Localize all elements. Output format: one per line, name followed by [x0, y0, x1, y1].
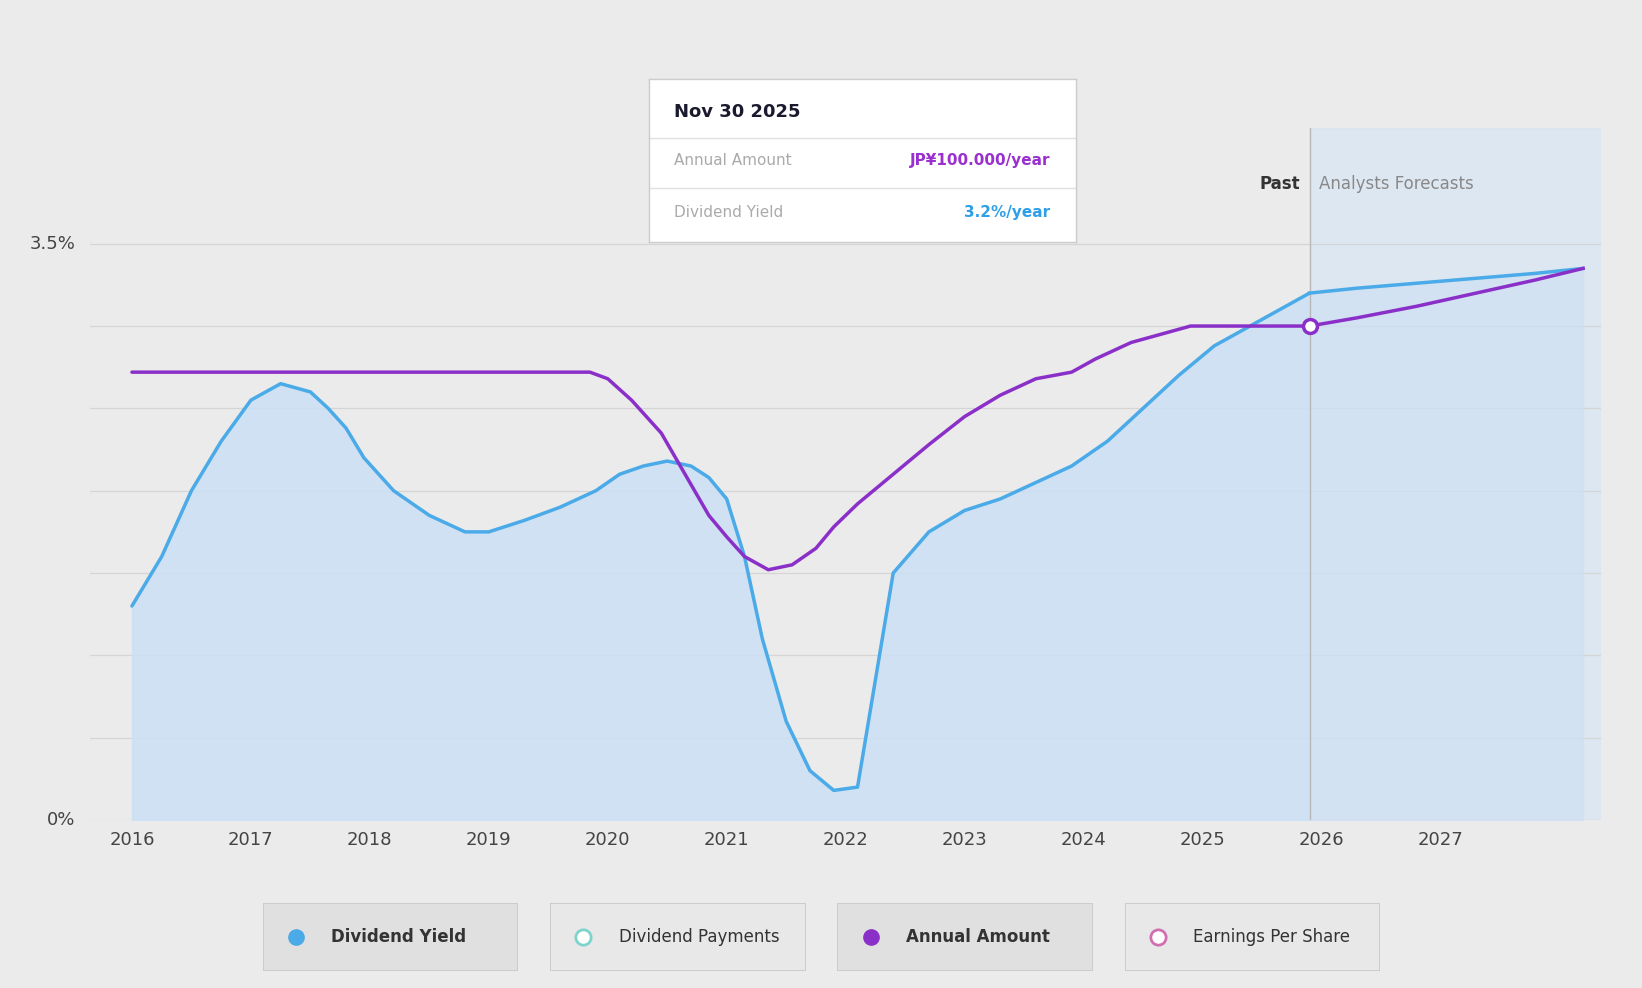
Text: Dividend Payments: Dividend Payments [619, 928, 780, 946]
Text: Dividend Yield: Dividend Yield [332, 928, 466, 946]
Text: 0%: 0% [48, 811, 76, 829]
Text: Analysts Forecasts: Analysts Forecasts [1319, 175, 1475, 193]
Text: Annual Amount: Annual Amount [906, 928, 1049, 946]
Text: Annual Amount: Annual Amount [675, 153, 791, 168]
Text: 3.2%/year: 3.2%/year [964, 206, 1049, 220]
Text: Nov 30 2025: Nov 30 2025 [675, 103, 801, 121]
Bar [1310, 128, 1601, 820]
Text: Past: Past [1259, 175, 1300, 193]
Text: JP¥100.000/year: JP¥100.000/year [910, 153, 1049, 168]
Text: Dividend Yield: Dividend Yield [675, 206, 783, 220]
Text: Earnings Per Share: Earnings Per Share [1194, 928, 1350, 946]
Text: 3.5%: 3.5% [30, 235, 76, 253]
